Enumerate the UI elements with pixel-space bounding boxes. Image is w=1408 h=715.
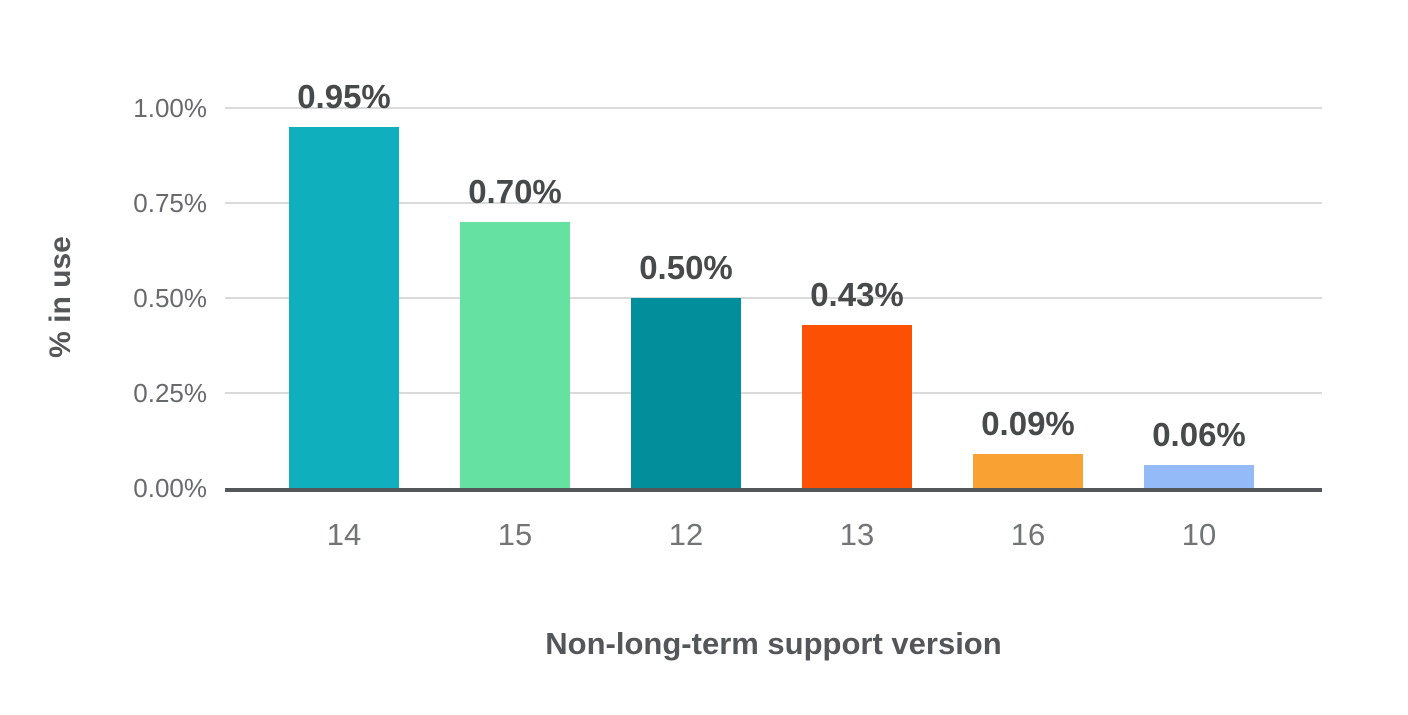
- x-tick-label: 14: [326, 517, 362, 552]
- bar-value-label: 0.43%: [810, 275, 904, 313]
- bar-value-label: 0.70%: [468, 173, 562, 210]
- x-tick-label: 10: [1181, 517, 1217, 552]
- bar-value-label: 0.50%: [639, 249, 733, 286]
- x-axis-tick-labels: 14 15 12 13 16 10: [225, 517, 1322, 553]
- bar-value-label: 0.09%: [981, 404, 1075, 442]
- x-tick-label: 15: [497, 517, 533, 552]
- bar-group: 0.06%: [1114, 108, 1284, 488]
- bar-value-label: 0.95%: [297, 78, 391, 115]
- bar-group: 0.09%: [943, 108, 1113, 488]
- bar: [973, 453, 1083, 488]
- bar: [460, 222, 570, 488]
- gridline: [225, 107, 1322, 109]
- y-tick-label: 0.00%: [133, 473, 207, 503]
- y-tick-label: 0.25%: [133, 378, 207, 408]
- bar-group: 0.50%: [601, 108, 771, 488]
- bar: [289, 127, 399, 488]
- y-tick-label: 1.00%: [133, 93, 207, 123]
- bar: [631, 298, 741, 488]
- bar-group: 0.95%: [259, 80, 429, 488]
- plot-area: 0.95% 0.70% 0.50% 0.43% 0.09% 0.06%: [225, 80, 1322, 492]
- y-tick-label: 0.50%: [133, 283, 207, 313]
- x-tick-label: 16: [1010, 517, 1046, 552]
- bar: [802, 324, 912, 488]
- x-axis-title: Non-long-term support version: [545, 626, 1002, 661]
- gridline: [225, 297, 1322, 299]
- bar: [1144, 465, 1254, 488]
- gridline: [225, 202, 1322, 204]
- y-axis-tick-labels: 0.00% 0.25% 0.50% 0.75% 1.00%: [0, 0, 207, 715]
- x-tick-label: 12: [668, 517, 704, 552]
- bar-group: 0.43%: [772, 108, 942, 488]
- gridline: [225, 392, 1322, 394]
- y-tick-label: 0.75%: [133, 188, 207, 218]
- bar-value-label: 0.06%: [1152, 416, 1246, 454]
- bars-row: 0.95% 0.70% 0.50% 0.43% 0.09% 0.06%: [225, 80, 1322, 488]
- x-tick-label: 13: [839, 517, 875, 552]
- bar-group: 0.70%: [430, 108, 600, 488]
